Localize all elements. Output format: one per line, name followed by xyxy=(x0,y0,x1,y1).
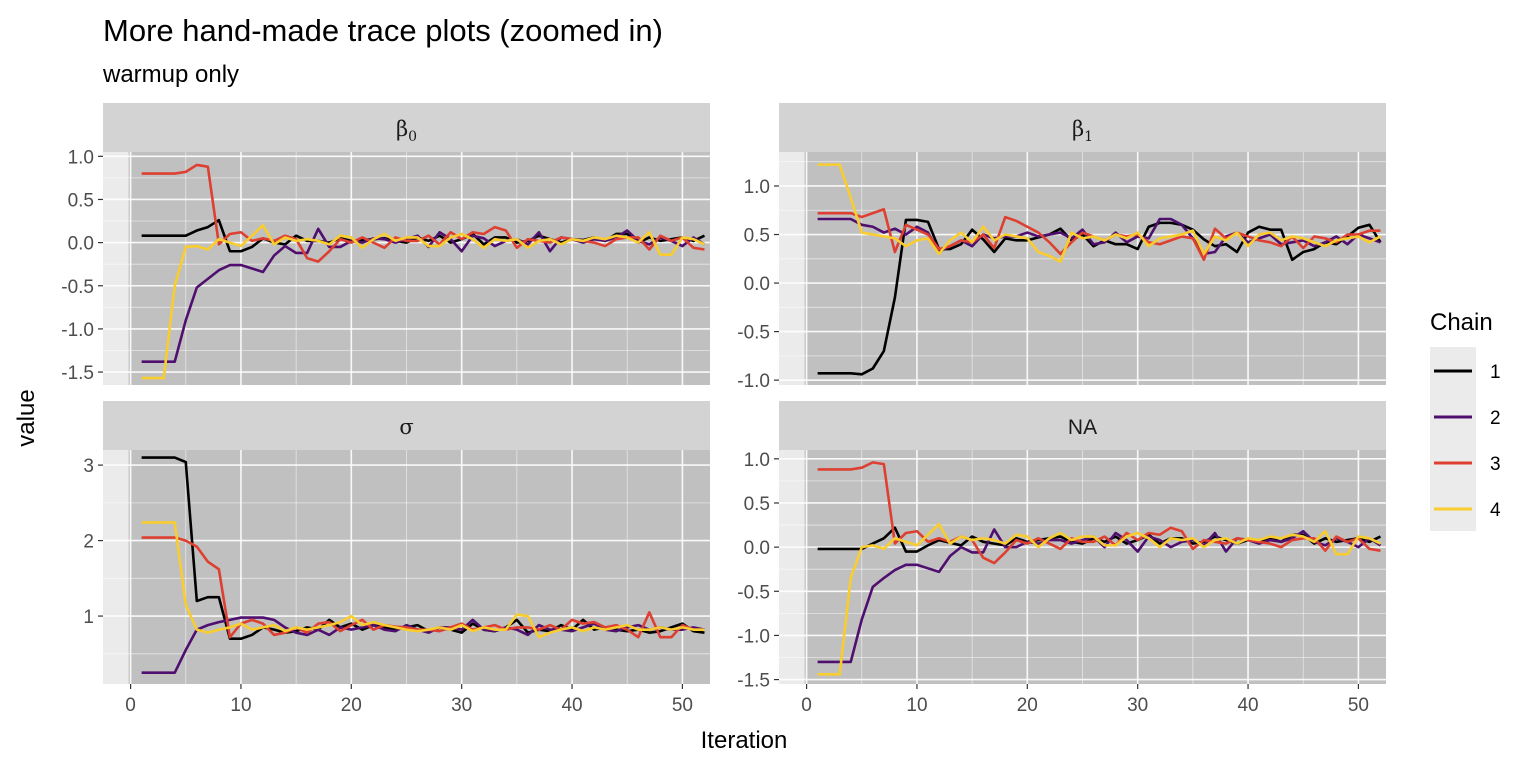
grid-lines xyxy=(779,450,1386,684)
y-tick-label: -1.0 xyxy=(737,626,770,647)
legend: Chain 1 2 3 4 xyxy=(1430,309,1501,531)
panel-shaded-area xyxy=(128,450,710,684)
y-tick-label: 2 xyxy=(83,532,94,553)
x-tick-label: 30 xyxy=(451,695,472,716)
y-tick-label: 1.0 xyxy=(68,147,94,168)
facet-strip xyxy=(779,103,1386,152)
facet-strip xyxy=(779,401,1386,450)
series-line-chain-2 xyxy=(817,217,1381,256)
series-line-chain-3 xyxy=(141,163,705,263)
grid-lines xyxy=(103,450,710,684)
y-tick-label: 1.0 xyxy=(744,177,770,198)
series-line-chain-4 xyxy=(141,224,706,380)
series-line-chain-4 xyxy=(817,522,1382,676)
x-tick-label: 20 xyxy=(1017,695,1038,716)
legend-label-chain-4: 4 xyxy=(1490,500,1501,521)
y-tick-label: 0.0 xyxy=(744,274,770,295)
legend-key-background xyxy=(1430,347,1476,531)
x-tick-label: 40 xyxy=(561,695,582,716)
x-tick-label: 0 xyxy=(801,695,812,716)
y-tick-label: 0.5 xyxy=(744,494,770,515)
facet-strip-label: σ xyxy=(399,415,413,439)
facet-panel-2: β11.00.50.0-0.5-1.0 xyxy=(737,103,1386,392)
y-tick-label: 0.0 xyxy=(68,234,94,255)
legend-title: Chain xyxy=(1430,309,1493,336)
y-tick-label: -1.0 xyxy=(61,320,94,341)
y-tick-label: -1.5 xyxy=(61,363,94,384)
x-tick-label: 10 xyxy=(230,695,251,716)
x-tick-label: 50 xyxy=(672,695,693,716)
facet-strip-subscript: 0 xyxy=(408,129,417,145)
y-tick-label: -0.5 xyxy=(61,277,94,298)
y-tick-label: 3 xyxy=(83,456,94,477)
x-tick-label: 20 xyxy=(341,695,362,716)
legend-label-chain-1: 1 xyxy=(1490,362,1501,383)
y-tick-label: -0.5 xyxy=(737,582,770,603)
series-line-chain-3 xyxy=(817,461,1381,565)
grid-lines xyxy=(103,152,710,385)
facet-panels: β01.00.50.0-0.5-1.0-1.5β11.00.50.0-0.5-1… xyxy=(61,103,1386,716)
facet-panel-4: NA 1.0 0.5 0.0 -0.5 -1.0 -1.5 0 10 20 30 40 50 xyxy=(737,401,1386,716)
panel-shaded-area xyxy=(804,450,1386,684)
chart-title: More hand-made trace plots (zoomed in) xyxy=(103,13,663,48)
grid-lines xyxy=(779,152,1386,385)
x-axis-title: Iteration xyxy=(701,727,788,754)
x-tick-label: 10 xyxy=(906,695,927,716)
y-tick-label: -1.0 xyxy=(737,371,770,392)
panel-shaded-area xyxy=(128,152,710,385)
series-lines xyxy=(817,163,1382,376)
facet-strip xyxy=(103,401,710,450)
facet-panel-1: β01.00.50.0-0.5-1.0-1.5 xyxy=(61,103,710,385)
x-tick-label: 30 xyxy=(1127,695,1148,716)
y-tick-label: -1.5 xyxy=(737,671,770,692)
series-lines xyxy=(141,163,706,380)
y-tick-label: 0.5 xyxy=(68,190,94,211)
y-axis-title: value xyxy=(13,389,40,446)
y-tick-label: 1.0 xyxy=(744,450,770,471)
series-line-chain-4 xyxy=(141,521,705,639)
legend-label-chain-2: 2 xyxy=(1490,408,1501,429)
y-tick-label: 0.0 xyxy=(744,538,770,559)
panel-shaded-area xyxy=(804,152,1386,385)
x-tick-label: 40 xyxy=(1237,695,1258,716)
series-lines xyxy=(817,461,1382,676)
y-tick-label: -0.5 xyxy=(737,323,770,344)
legend-label-chain-3: 3 xyxy=(1490,454,1501,475)
facet-strip-label: NA xyxy=(1068,416,1097,439)
x-tick-label: 0 xyxy=(125,695,136,716)
y-tick-label: 1 xyxy=(83,607,94,628)
x-tick-label: 50 xyxy=(1348,695,1369,716)
y-tick-label: 0.5 xyxy=(744,226,770,247)
facet-strip xyxy=(103,103,710,152)
facet-strip-subscript: 1 xyxy=(1084,129,1093,145)
chart-subtitle: warmup only xyxy=(102,61,239,88)
series-lines xyxy=(141,456,705,674)
series-line-chain-4 xyxy=(817,163,1382,264)
